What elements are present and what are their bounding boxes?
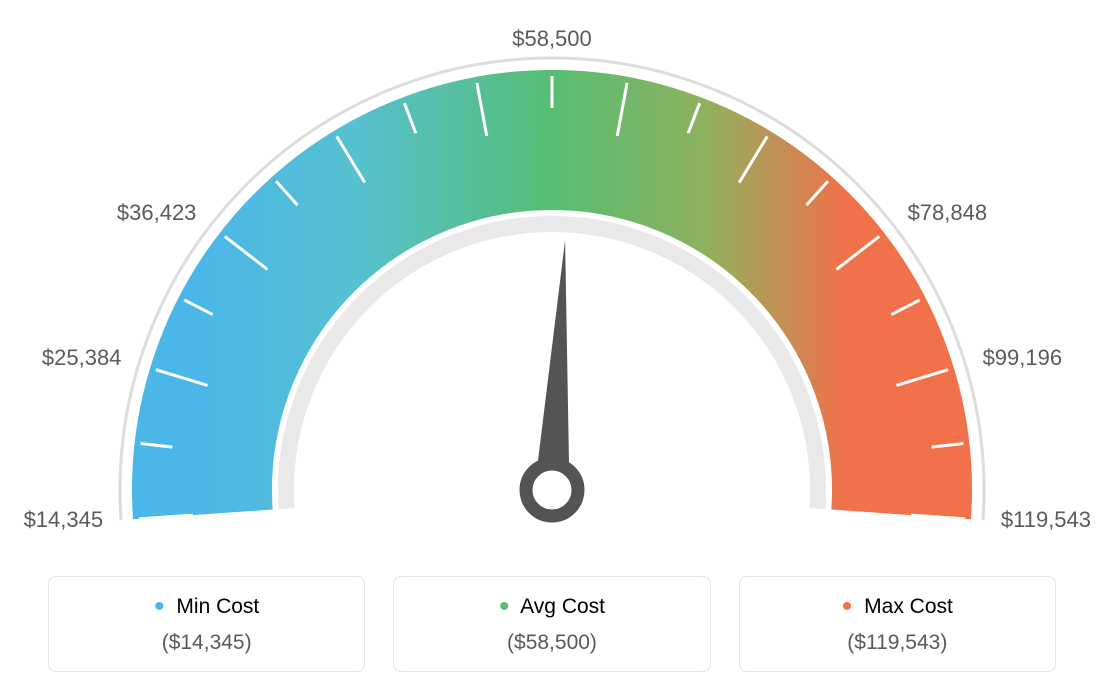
- legend-card-avg: • Avg Cost ($58,500): [393, 576, 710, 672]
- dot-icon: •: [499, 590, 510, 623]
- gauge-chart: $14,345 $25,384 $36,423 $58,500 $78,848 $99,1…: [0, 0, 1104, 560]
- legend-title-label: Min Cost: [176, 595, 259, 618]
- legend-value-max: ($119,543): [750, 631, 1045, 655]
- legend-card-min: • Min Cost ($14,345): [48, 576, 365, 672]
- legend-title-label: Avg Cost: [520, 595, 605, 618]
- gauge-tick-label: $58,500: [507, 26, 597, 52]
- dot-icon: •: [154, 590, 165, 623]
- gauge-tick-label: $36,423: [101, 200, 196, 226]
- legend-card-max: • Max Cost ($119,543): [739, 576, 1056, 672]
- legend-row: • Min Cost ($14,345) • Avg Cost ($58,500…: [0, 576, 1104, 672]
- gauge-tick-label: $99,196: [983, 345, 1063, 371]
- legend-value-avg: ($58,500): [404, 631, 699, 655]
- dot-icon: •: [842, 590, 853, 623]
- legend-title-max: • Max Cost: [750, 595, 1045, 619]
- gauge-tick-label: $119,543: [1001, 507, 1091, 533]
- legend-title-avg: • Avg Cost: [404, 595, 699, 619]
- legend-title-min: • Min Cost: [59, 595, 354, 619]
- gauge-tick-label: $14,345: [8, 507, 103, 533]
- legend-title-label: Max Cost: [864, 595, 953, 618]
- gauge-tick-label: $25,384: [26, 345, 121, 371]
- legend-value-min: ($14,345): [59, 631, 354, 655]
- gauge-svg: [0, 0, 1104, 560]
- gauge-tick-label: $78,848: [908, 200, 988, 226]
